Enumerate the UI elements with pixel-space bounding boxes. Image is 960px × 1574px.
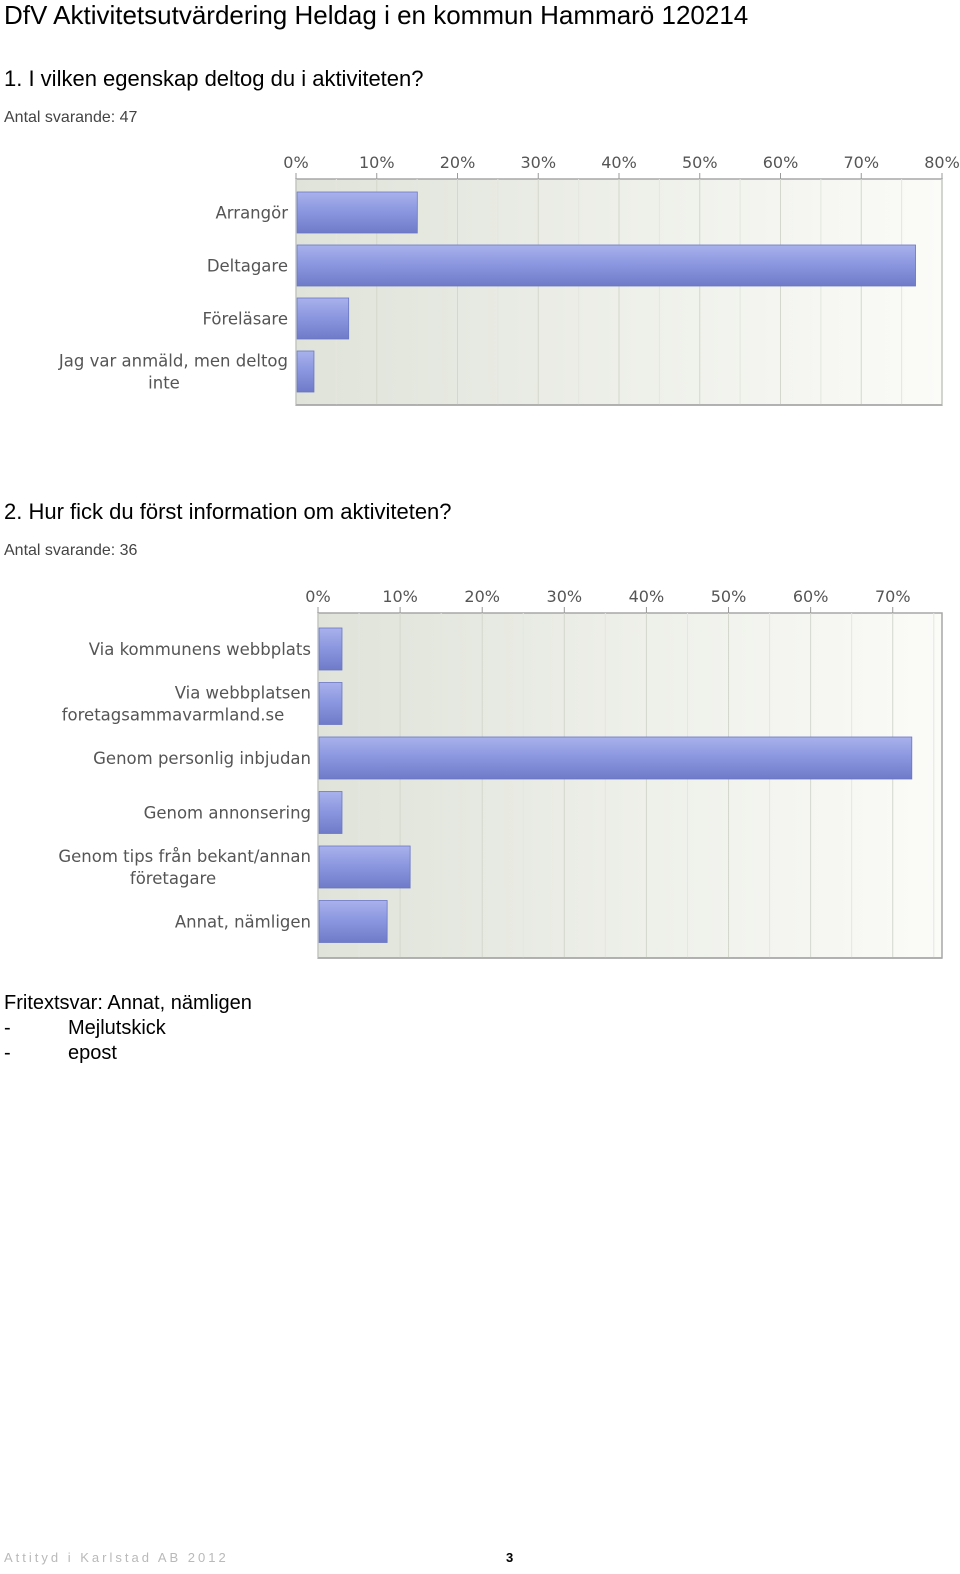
bar xyxy=(296,244,916,287)
tick-label: 20% xyxy=(464,587,500,606)
tick-label: 40% xyxy=(629,587,665,606)
category-label: Deltagare xyxy=(207,257,288,276)
freetext-answer: - epost xyxy=(4,1041,117,1065)
question-2-bar-chart: 0% 10% 20% 30% 40% 50% 60% 70% Via kommunens web… xyxy=(58,587,943,959)
tick-label: 50% xyxy=(682,153,718,172)
page-number: 3 xyxy=(506,1550,514,1565)
tick-label: 0% xyxy=(305,587,330,606)
tick-label: 70% xyxy=(875,587,911,606)
tick-label: 60% xyxy=(793,587,829,606)
tick-label: 70% xyxy=(843,153,879,172)
tick-label: 60% xyxy=(763,153,799,172)
category-label: Genom annonsering xyxy=(144,804,311,823)
tick-label: 50% xyxy=(711,587,747,606)
list-bullet: - xyxy=(4,1042,11,1064)
question-1-bar-chart: 0% 10% 20% 30% 40% 50% 60% 70% 80% Arrangör Deltag… xyxy=(58,153,960,406)
question-2-respondent-count: Antal svarande: 36 xyxy=(4,542,138,559)
tick-label: 10% xyxy=(382,587,418,606)
bar xyxy=(318,900,388,943)
category-label: inte xyxy=(148,374,180,393)
category-label: Via webbplatsen xyxy=(175,684,311,703)
tick-label: 20% xyxy=(440,153,476,172)
bar xyxy=(318,791,343,834)
list-bullet: - xyxy=(4,1017,11,1039)
bar xyxy=(296,191,418,234)
freetext-heading: Fritextsvar: Annat, nämligen xyxy=(4,992,252,1014)
tick-label: 80% xyxy=(924,153,960,172)
category-label: Annat, nämligen xyxy=(175,913,311,932)
category-label: Via kommunens webbplats xyxy=(89,640,311,659)
category-label: Föreläsare xyxy=(202,310,288,329)
category-label: foretagsammavarmland.se xyxy=(62,706,285,725)
bar xyxy=(318,845,411,889)
bar xyxy=(296,297,350,340)
freetext-answer: - Mejlutskick xyxy=(4,1016,166,1040)
question-1-respondent-count: Antal svarande: 47 xyxy=(4,109,138,126)
question-2-title: 2. Hur fick du först information om akti… xyxy=(4,499,452,524)
freetext-answer-text: epost xyxy=(68,1042,117,1064)
tick-label: 0% xyxy=(283,153,308,172)
footer-company: Attityd i Karlstad AB 2012 xyxy=(4,1550,229,1565)
page-title: DfV Aktivitetsutvärdering Heldag i en ko… xyxy=(4,0,749,30)
question-1-title: 1. I vilken egenskap deltog du i aktivit… xyxy=(4,66,424,91)
bar xyxy=(318,682,343,725)
plot-area xyxy=(317,612,943,959)
freetext-answer-text: Mejlutskick xyxy=(68,1017,166,1039)
bar xyxy=(318,627,343,671)
tick-label: 30% xyxy=(547,587,583,606)
tick-label: 10% xyxy=(359,153,395,172)
bar xyxy=(318,736,913,780)
category-label: Genom personlig inbjudan xyxy=(93,749,311,768)
tick-label: 30% xyxy=(520,153,556,172)
category-label: Arrangör xyxy=(216,204,289,223)
bar xyxy=(296,350,315,393)
tick-label: 40% xyxy=(601,153,637,172)
category-label: företagare xyxy=(130,869,216,888)
category-label: Jag var anmäld, men deltog xyxy=(58,352,288,371)
category-label: Genom tips från bekant/annan xyxy=(58,847,311,866)
